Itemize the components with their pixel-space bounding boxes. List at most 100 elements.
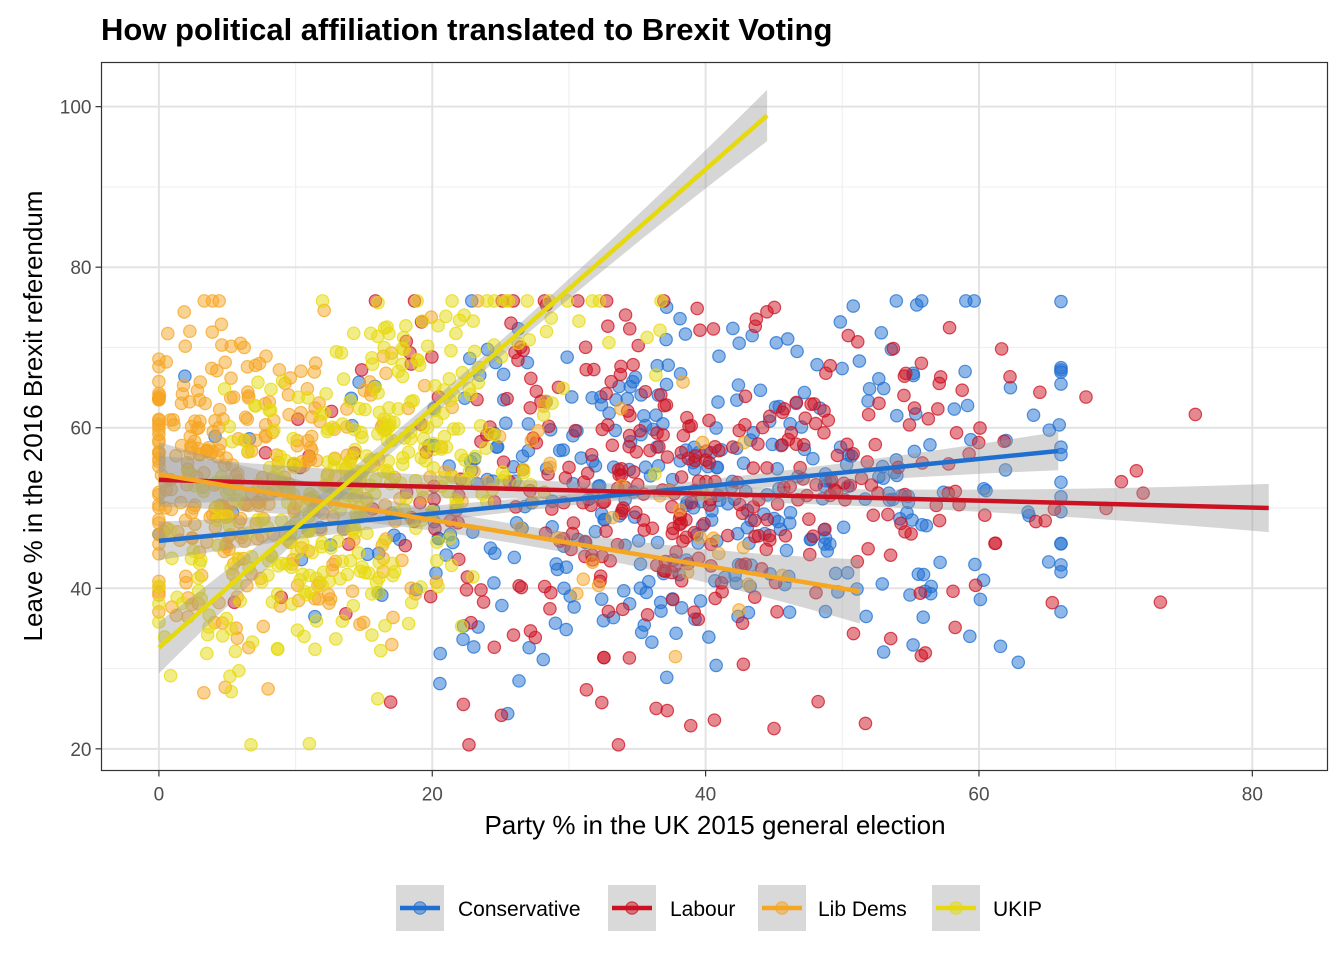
data-point-ukip [273, 449, 288, 464]
legend-point-lib-dems [775, 901, 789, 915]
data-point-labour [476, 595, 491, 609]
data-point-ukip [409, 521, 423, 535]
data-point-conservative [495, 598, 509, 613]
data-point-ukip [231, 551, 245, 566]
data-point-ukip [444, 343, 458, 358]
data-point-ukip [364, 587, 379, 601]
data-point-conservative [977, 481, 991, 496]
data-point-ukip [410, 294, 424, 308]
data-point-conservative [914, 294, 929, 308]
data-point-ukip [466, 570, 480, 584]
data-point-labour [921, 411, 936, 426]
data-point-ukip [487, 428, 502, 442]
data-point-ukip [654, 294, 668, 308]
data-point-lib-dems [711, 546, 726, 561]
data-point-labour [942, 320, 957, 335]
data-point-ukip [431, 579, 445, 594]
data-point-ukip [230, 493, 245, 508]
plot-panel [100, 61, 1329, 772]
data-point-labour [622, 651, 637, 665]
data-point-ukip [233, 594, 247, 608]
y-tick-label: 80 [70, 258, 91, 279]
data-point-ukip [266, 423, 281, 438]
data-point-labour [914, 356, 929, 371]
data-point-conservative [1026, 408, 1041, 422]
data-point-ukip [248, 398, 262, 413]
data-point-labour [623, 408, 637, 423]
data-point-labour [599, 524, 613, 538]
data-point-ukip [572, 314, 586, 328]
data-point-ukip [411, 353, 426, 368]
data-point-conservative [1054, 604, 1068, 619]
data-point-conservative [711, 395, 725, 409]
data-point-ukip [539, 324, 554, 339]
data-point-labour [902, 418, 917, 432]
data-point-conservative [889, 294, 904, 308]
data-point-labour [474, 583, 488, 597]
data-point-lib-dems [197, 686, 211, 700]
data-point-conservative [963, 629, 977, 644]
panel-border [100, 61, 1329, 772]
data-point-ukip [544, 311, 559, 325]
data-point-conservative [669, 626, 683, 641]
data-point-labour [872, 396, 886, 411]
data-point-ukip [262, 403, 277, 418]
data-point-conservative [673, 311, 687, 326]
data-point-lib-dems [736, 540, 751, 555]
data-point-labour [866, 508, 881, 523]
data-point-ukip [377, 534, 392, 549]
data-point-labour [898, 366, 913, 381]
data-point-conservative [852, 354, 867, 368]
data-point-labour [735, 506, 750, 521]
y-tick-label: 20 [70, 740, 91, 761]
data-point-labour [487, 640, 502, 655]
data-point-ukip [401, 616, 416, 631]
data-point-conservative [915, 517, 929, 532]
data-point-lib-dems [356, 615, 371, 630]
data-point-lib-dems [303, 452, 318, 467]
data-point-conservative [433, 676, 447, 691]
data-point-ukip [200, 646, 214, 661]
data-point-labour [806, 529, 820, 544]
y-axis-title: Leave % in the 2016 Brexit referendum [18, 191, 48, 642]
data-point-conservative [907, 444, 922, 459]
data-point-lib-dems [741, 577, 756, 592]
data-point-labour [775, 405, 790, 420]
data-point-lib-dems [214, 317, 229, 332]
x-tick-label: 60 [968, 785, 989, 806]
data-point-conservative [659, 377, 674, 392]
data-point-conservative [702, 630, 716, 644]
data-point-labour [1129, 464, 1144, 478]
data-point-ukip [452, 313, 467, 328]
data-point-labour [622, 322, 637, 336]
data-point-conservative [753, 383, 768, 398]
data-point-ukip [480, 294, 494, 308]
data-point-labour [881, 507, 895, 522]
data-point-conservative [1054, 537, 1068, 551]
data-point-conservative [958, 364, 972, 379]
data-point-ukip [479, 441, 493, 455]
data-point-ukip [413, 580, 428, 594]
data-point-ukip [302, 736, 317, 751]
data-point-ukip [351, 546, 366, 560]
data-point-ukip [415, 314, 430, 328]
data-point-conservative [923, 438, 937, 452]
data-point-conservative [634, 625, 649, 640]
data-point-labour [946, 584, 960, 599]
data-point-labour [994, 342, 1009, 356]
data-point-labour [708, 591, 723, 606]
data-point-lib-dems [199, 444, 214, 459]
data-point-ukip [270, 641, 285, 656]
data-point-ukip [371, 386, 385, 400]
data-point-lib-dems [224, 339, 239, 354]
data-point-ukip [209, 499, 224, 514]
data-point-conservative [731, 378, 746, 392]
data-point-conservative [874, 325, 889, 340]
data-point-labour [904, 527, 918, 541]
data-point-labour [760, 512, 775, 527]
data-point-lib-dems [178, 339, 193, 354]
data-point-labour [883, 631, 898, 646]
data-point-lib-dems [672, 503, 687, 517]
data-point-conservative [594, 592, 609, 606]
data-point-lib-dems [183, 324, 197, 339]
